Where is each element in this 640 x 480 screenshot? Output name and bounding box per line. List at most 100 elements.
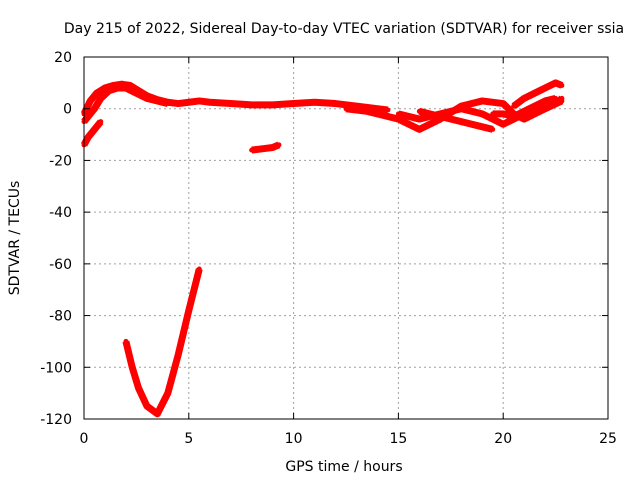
data-point bbox=[553, 95, 559, 101]
data-point bbox=[123, 85, 129, 91]
series-track-h bbox=[416, 107, 496, 133]
y-tick-label: 20 bbox=[54, 50, 72, 66]
data-point bbox=[154, 98, 160, 104]
data-point bbox=[196, 266, 202, 272]
data-point bbox=[479, 124, 485, 130]
data-point bbox=[291, 101, 297, 107]
y-tick-label: -40 bbox=[49, 205, 72, 221]
x-tick-label: 10 bbox=[285, 431, 303, 447]
data-point bbox=[542, 85, 548, 91]
x-tick-label: 25 bbox=[599, 431, 617, 447]
data-point bbox=[175, 101, 181, 107]
data-point bbox=[133, 90, 139, 96]
series-line bbox=[80, 119, 104, 147]
data-point bbox=[521, 95, 527, 101]
series-track-d bbox=[249, 141, 282, 154]
data-point bbox=[553, 80, 559, 86]
data-point bbox=[135, 385, 141, 391]
data-point bbox=[276, 142, 282, 148]
data-series-layer bbox=[80, 79, 565, 418]
axis-ticks: 0 5 10 15 20 25 -120 -100 -80 -60 -40 -20 0 20 bbox=[40, 50, 617, 447]
data-point bbox=[154, 411, 160, 417]
data-point bbox=[542, 98, 548, 104]
data-point bbox=[207, 99, 213, 105]
series-track-j bbox=[490, 94, 559, 120]
data-point bbox=[91, 106, 97, 112]
data-point bbox=[500, 101, 506, 107]
data-point bbox=[385, 113, 391, 119]
data-point bbox=[385, 107, 391, 113]
y-tick-label: -20 bbox=[49, 153, 72, 169]
data-point bbox=[416, 126, 422, 132]
data-point bbox=[249, 147, 255, 153]
data-point bbox=[270, 102, 276, 108]
data-point bbox=[416, 108, 422, 114]
data-point bbox=[521, 108, 527, 114]
data-point bbox=[511, 113, 517, 119]
data-point bbox=[85, 113, 91, 119]
data-point bbox=[559, 82, 565, 88]
x-tick-label: 20 bbox=[494, 431, 512, 447]
data-point bbox=[106, 88, 112, 94]
y-axis-label: SDTVAR / TECUs bbox=[7, 181, 23, 296]
data-point bbox=[500, 111, 506, 117]
data-point bbox=[123, 338, 129, 344]
data-point bbox=[196, 98, 202, 104]
data-point bbox=[490, 111, 496, 117]
data-point bbox=[406, 121, 412, 127]
data-point bbox=[374, 106, 380, 112]
x-tick-label: 5 bbox=[184, 431, 193, 447]
y-tick-label: -120 bbox=[40, 412, 72, 428]
data-point bbox=[490, 126, 496, 132]
data-point bbox=[91, 126, 97, 132]
x-tick-label: 0 bbox=[80, 431, 89, 447]
data-point bbox=[129, 364, 135, 370]
data-point bbox=[165, 390, 171, 396]
data-point bbox=[144, 403, 150, 409]
x-tick-label: 15 bbox=[389, 431, 407, 447]
data-point bbox=[511, 103, 517, 109]
data-point bbox=[343, 106, 349, 112]
data-point bbox=[395, 111, 401, 117]
data-point bbox=[144, 95, 150, 101]
data-point bbox=[175, 351, 181, 357]
data-point bbox=[98, 119, 104, 125]
data-point bbox=[98, 95, 104, 101]
data-point bbox=[270, 145, 276, 150]
series-line bbox=[251, 141, 281, 154]
data-point bbox=[333, 101, 339, 107]
data-point bbox=[532, 103, 538, 109]
data-point bbox=[186, 99, 192, 105]
data-point bbox=[479, 111, 485, 117]
data-point bbox=[364, 108, 370, 114]
data-point bbox=[94, 90, 100, 96]
y-tick-label: -100 bbox=[40, 360, 72, 376]
data-point bbox=[259, 146, 265, 152]
series-track-e bbox=[122, 266, 203, 418]
data-point bbox=[500, 121, 506, 127]
data-point bbox=[458, 106, 464, 112]
x-axis-label: GPS time / hours bbox=[285, 459, 402, 475]
y-tick-label: -80 bbox=[49, 309, 72, 325]
data-point bbox=[228, 101, 234, 107]
data-point bbox=[312, 99, 318, 105]
data-point bbox=[186, 307, 192, 313]
data-point bbox=[532, 90, 538, 96]
series-track-i bbox=[511, 79, 565, 109]
data-point bbox=[115, 85, 121, 91]
series-track-b bbox=[81, 84, 171, 125]
data-point bbox=[416, 116, 422, 122]
data-point bbox=[87, 98, 93, 104]
data-point bbox=[165, 101, 171, 107]
data-point bbox=[249, 102, 255, 108]
data-point bbox=[542, 106, 548, 112]
y-tick-label: 0 bbox=[63, 102, 72, 118]
data-point bbox=[85, 134, 91, 140]
data-point bbox=[395, 116, 401, 122]
data-point bbox=[559, 98, 565, 104]
plot-frame bbox=[83, 56, 609, 420]
data-point bbox=[458, 119, 464, 125]
data-point bbox=[437, 113, 443, 119]
